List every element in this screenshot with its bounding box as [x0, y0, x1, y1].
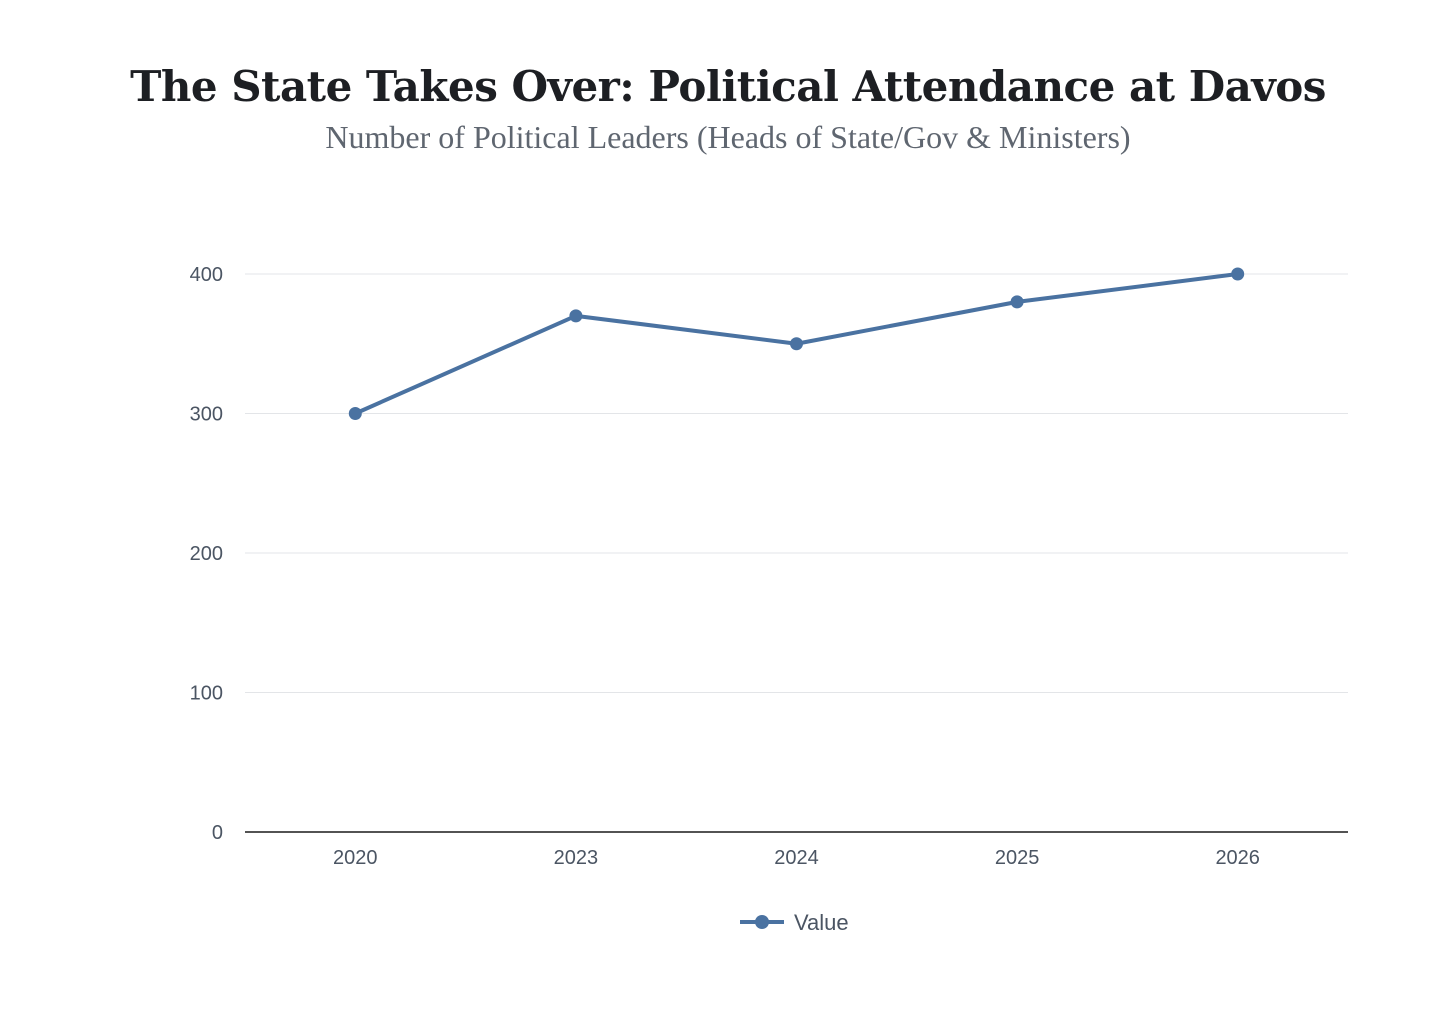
data-point[interactable]	[1231, 267, 1245, 281]
data-point[interactable]	[569, 309, 583, 323]
data-point[interactable]	[1010, 295, 1024, 309]
chart-title: The State Takes Over: Political Attendan…	[130, 62, 1326, 111]
x-axis-tick-labels: 2020 2023 2024 2025 2026	[333, 847, 1260, 869]
x-tick-label: 2025	[995, 847, 1040, 869]
x-tick-label: 2023	[554, 847, 599, 869]
y-axis-tick-labels: 0 100 200 300 400	[190, 264, 223, 844]
y-tick-label: 0	[212, 822, 223, 844]
legend-label: Value	[794, 910, 849, 935]
y-tick-label: 400	[190, 264, 223, 286]
x-tick-label: 2020	[333, 847, 378, 869]
chart-subtitle: Number of Political Leaders (Heads of St…	[325, 119, 1131, 155]
data-point[interactable]	[790, 337, 803, 351]
legend[interactable]: Value	[740, 910, 849, 935]
y-tick-label: 100	[190, 683, 223, 705]
data-point[interactable]	[348, 407, 362, 420]
y-tick-label: 200	[190, 543, 223, 565]
legend-marker	[755, 915, 769, 929]
x-tick-label: 2024	[774, 847, 819, 869]
y-tick-label: 300	[190, 404, 223, 426]
series-value	[348, 267, 1245, 420]
x-tick-label: 2026	[1215, 847, 1260, 869]
gridlines	[245, 273, 1348, 693]
